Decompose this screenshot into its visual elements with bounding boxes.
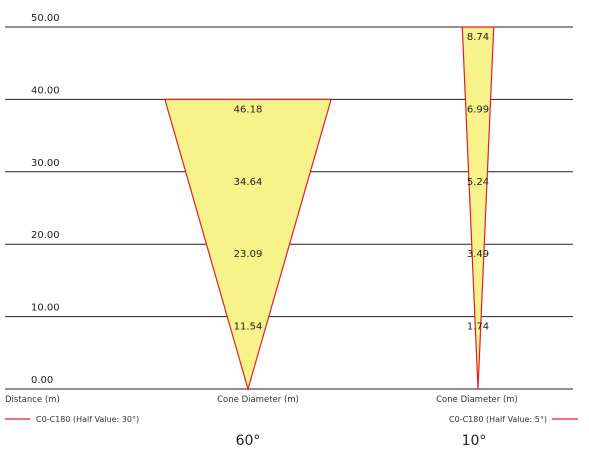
cone-diameter-label: 1.74 [467, 322, 489, 333]
legend-60: C0-C180 (Half Value: 30°) [36, 415, 139, 424]
y-tick-label: 0.00 [31, 375, 53, 386]
cone-60-axis-title: Cone Diameter (m) [217, 395, 299, 405]
cone-diameter-label: 6.99 [467, 104, 489, 115]
y-tick-label: 40.00 [31, 85, 60, 96]
y-tick-label: 50.00 [31, 13, 60, 24]
cone-diameter-label: 8.74 [467, 32, 489, 43]
cone-diameter-label: 46.18 [234, 104, 263, 115]
cone-10-axis-title: Cone Diameter (m) [436, 395, 518, 405]
y-axis-title: Distance (m) [5, 395, 60, 405]
cone-value-labels: 11.54 23.09 34.64 46.18 1.74 3.49 5.24 6.99 8.74 [234, 32, 489, 333]
cone-60-shape [164, 98, 332, 392]
cone-diameter-label: 11.54 [234, 322, 263, 333]
cone-diameter-label: 23.09 [234, 249, 263, 260]
y-tick-label: 20.00 [31, 230, 60, 241]
legend-10: C0-C180 (Half Value: 5°) [449, 415, 547, 424]
cone-diameter-label: 34.64 [234, 177, 263, 188]
cone-60-angle-label: 60° [236, 433, 261, 449]
y-axis-ticks: 0.00 10.00 20.00 30.00 40.00 50.00 [31, 13, 60, 386]
y-tick-label: 10.00 [31, 303, 60, 314]
cone-diameter-label: 5.24 [467, 177, 489, 188]
cone-10-shape [461, 26, 495, 390]
cones [164, 26, 495, 392]
cone-10-angle-label: 10° [462, 433, 487, 449]
y-tick-label: 30.00 [31, 158, 60, 169]
cone-diameter-label: 3.49 [467, 249, 489, 260]
